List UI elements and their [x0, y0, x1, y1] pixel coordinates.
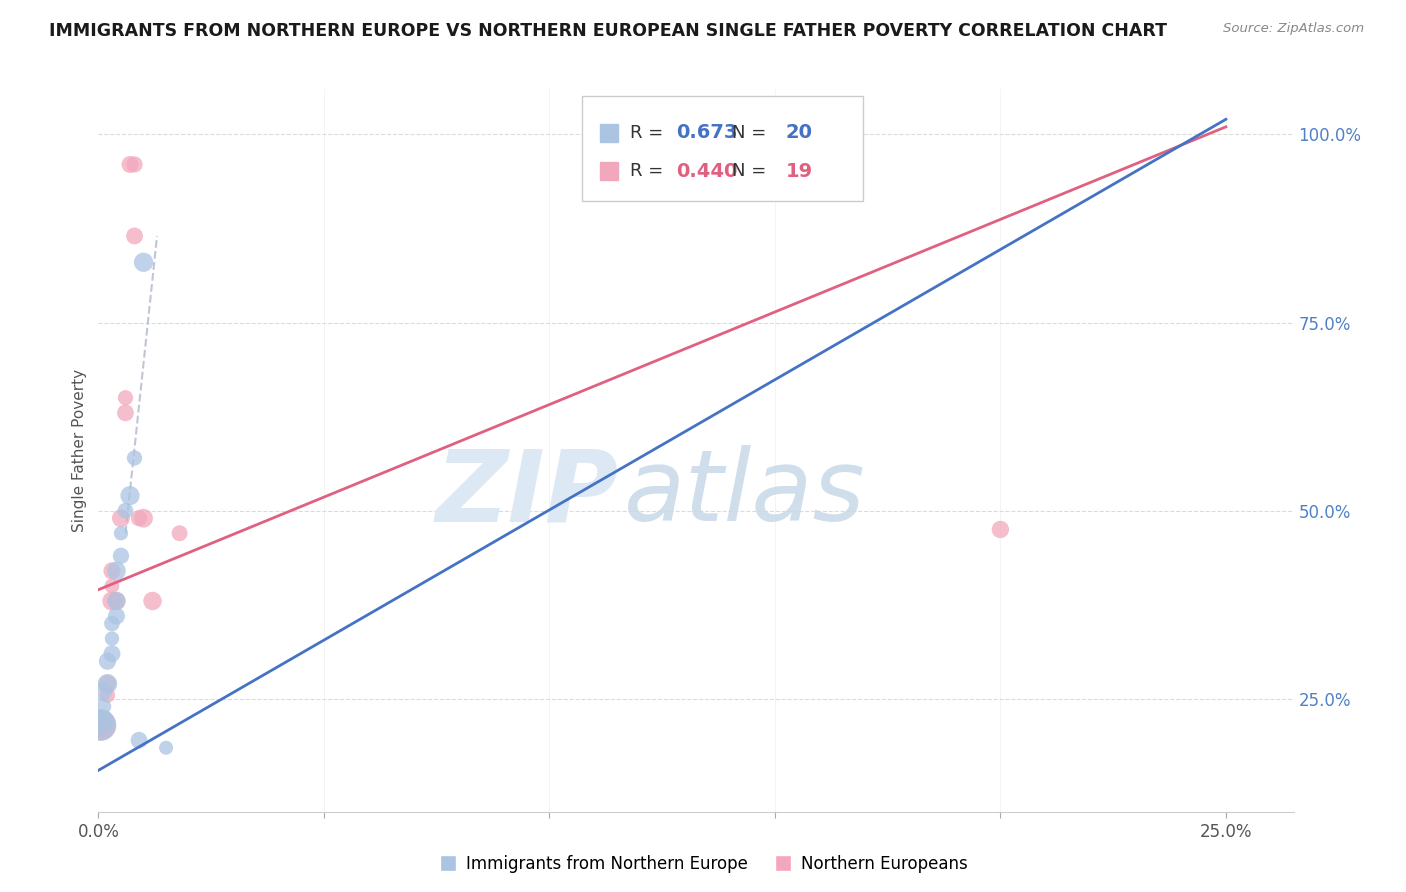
Point [91, 722, 114, 736]
Point [118, 489, 141, 503]
Text: atlas: atlas [624, 445, 866, 542]
Point [110, 549, 132, 563]
Point [155, 740, 177, 755]
Point [90, 718, 112, 732]
Point [91, 699, 114, 714]
Point [128, 511, 150, 525]
Point [105, 609, 128, 624]
FancyBboxPatch shape [582, 96, 863, 202]
Text: Source: ZipAtlas.com: Source: ZipAtlas.com [1223, 22, 1364, 36]
Point [96, 677, 118, 691]
Point [124, 157, 146, 171]
Text: 19: 19 [786, 161, 813, 181]
Point [141, 594, 163, 608]
Point [101, 632, 124, 646]
Point [114, 391, 136, 405]
Legend: Immigrants from Northern Europe, Northern Europeans: Immigrants from Northern Europe, Norther… [432, 848, 974, 880]
Point [132, 511, 155, 525]
Point [118, 157, 141, 171]
Point [101, 594, 124, 608]
Point [169, 526, 191, 541]
Point [101, 647, 124, 661]
Point [91, 684, 114, 698]
Point [124, 229, 146, 244]
Point [110, 511, 132, 525]
Text: ZIP: ZIP [436, 445, 619, 542]
Point [96, 654, 118, 668]
Point [90, 718, 112, 732]
Point [105, 564, 128, 578]
Text: N =: N = [733, 162, 772, 180]
Y-axis label: Single Father Poverty: Single Father Poverty [72, 369, 87, 532]
Text: 0.673: 0.673 [676, 123, 737, 142]
Text: IMMIGRANTS FROM NORTHERN EUROPE VS NORTHERN EUROPEAN SINGLE FATHER POVERTY CORRE: IMMIGRANTS FROM NORTHERN EUROPE VS NORTH… [49, 22, 1167, 40]
Point [105, 594, 128, 608]
Text: R =: R = [630, 124, 669, 142]
Point [990, 523, 1012, 537]
Text: 20: 20 [786, 123, 813, 142]
Point [124, 450, 146, 465]
Point [114, 503, 136, 517]
Point [91, 714, 114, 729]
Point [114, 406, 136, 420]
Point [101, 616, 124, 631]
Point [128, 733, 150, 747]
Point [105, 594, 128, 608]
Point [132, 255, 155, 269]
Point [96, 688, 118, 702]
Point [101, 564, 124, 578]
Text: N =: N = [733, 124, 772, 142]
Point [96, 677, 118, 691]
Point [101, 579, 124, 593]
Point [110, 526, 132, 541]
Text: R =: R = [630, 162, 669, 180]
Text: 0.440: 0.440 [676, 161, 737, 181]
